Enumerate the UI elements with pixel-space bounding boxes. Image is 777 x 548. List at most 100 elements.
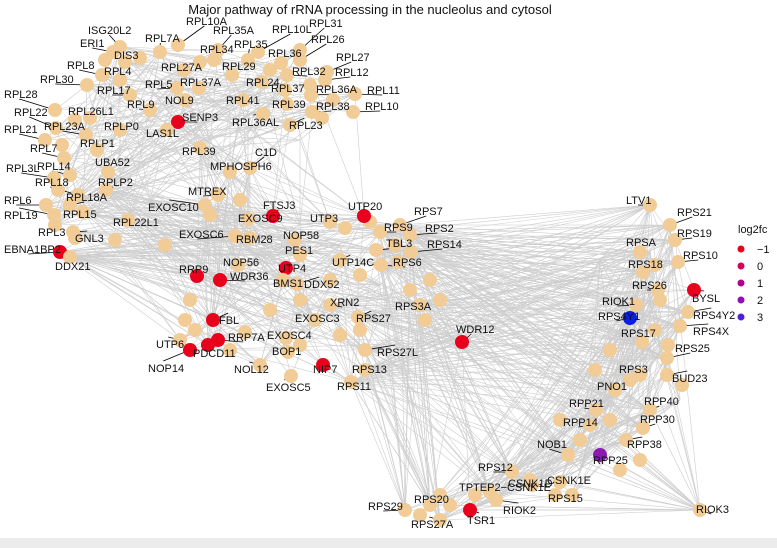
- edge: [55, 127, 365, 217]
- node-label: TSR1: [467, 515, 495, 527]
- node: [661, 338, 675, 352]
- node-gnl3: [66, 225, 80, 239]
- node-label: UTP6: [156, 339, 184, 351]
- edge: [419, 251, 641, 306]
- edge: [410, 251, 513, 473]
- node-rplp2: [99, 183, 113, 197]
- node-utp14c: [333, 253, 347, 267]
- edge: [357, 316, 701, 511]
- node-rpp14: [583, 418, 597, 432]
- node-rpl7a: [153, 45, 167, 59]
- node-rps6: [374, 258, 388, 272]
- node-label: RPS14: [427, 239, 462, 251]
- node-label: EXOSC5: [266, 382, 311, 394]
- node-label: RPP14: [563, 417, 598, 429]
- edge: [199, 147, 239, 266]
- node-label: RPS3A: [395, 301, 432, 313]
- node-label: BYSL: [692, 293, 720, 305]
- legend-label: 0: [757, 261, 763, 273]
- edge: [207, 329, 311, 346]
- edge: [107, 171, 236, 237]
- node-label: RPS29: [368, 501, 403, 513]
- edge: [357, 261, 679, 318]
- node-rpl15: [76, 205, 90, 219]
- edge: [511, 259, 601, 473]
- node-label: RPL37: [271, 83, 305, 95]
- edge: [357, 316, 651, 411]
- node: [193, 55, 207, 69]
- edge: [357, 251, 641, 318]
- edge: [196, 147, 201, 277]
- edge: [63, 157, 221, 166]
- edge: [59, 221, 331, 253]
- edge: [69, 256, 366, 351]
- edge: [489, 439, 627, 493]
- node-label: RPL7: [30, 143, 58, 155]
- node-label: RPL10A: [186, 16, 228, 28]
- node-rps21: [663, 218, 677, 232]
- node-dis3: [118, 55, 132, 69]
- edge: [69, 111, 313, 176]
- node-label: RPS25: [675, 343, 710, 355]
- edge: [59, 251, 209, 346]
- node-label: NOP56: [223, 257, 259, 269]
- node-csnk1e: [553, 475, 567, 489]
- edge: [375, 249, 513, 473]
- edge: [285, 244, 341, 339]
- node-rpl28: [48, 103, 62, 117]
- edge: [439, 509, 701, 521]
- edge: [105, 171, 231, 191]
- edge: [69, 129, 168, 176]
- edge: [59, 251, 181, 341]
- edge: [589, 409, 651, 426]
- edge: [357, 289, 659, 318]
- edge: [299, 215, 365, 256]
- edge: [429, 427, 644, 506]
- edge: [219, 267, 287, 281]
- edge: [380, 239, 676, 266]
- node: [323, 273, 337, 287]
- node-label: FTSJ3: [263, 200, 295, 212]
- node-nop14: [183, 343, 197, 357]
- node-rpl8: [95, 68, 109, 82]
- node-label: RPL18: [35, 177, 69, 189]
- node-label: RPP38: [627, 439, 662, 451]
- node-label: PES1: [285, 245, 313, 257]
- node-nol9: [178, 93, 192, 107]
- node: [553, 413, 567, 427]
- edge: [96, 87, 178, 151]
- edge: [329, 304, 681, 327]
- edge: [379, 224, 671, 233]
- node-rpl7: [57, 151, 71, 165]
- node-label: EBNA1BP2: [4, 244, 61, 256]
- edge: [55, 127, 301, 141]
- edge: [364, 369, 513, 473]
- node: [263, 63, 277, 77]
- edge: [149, 129, 251, 201]
- edge: [105, 189, 239, 266]
- legend-swatch: [737, 296, 745, 304]
- edge: [249, 129, 365, 217]
- node-wdr36: [213, 273, 227, 287]
- node: [468, 488, 482, 502]
- edge: [107, 171, 316, 321]
- node-bysl: [687, 283, 701, 297]
- edge: [410, 251, 441, 521]
- edge: [399, 224, 491, 493]
- node-exosc6: [228, 229, 242, 243]
- node-label: RPL14: [37, 161, 71, 173]
- edge: [379, 204, 651, 233]
- node: [223, 343, 237, 357]
- edge: [380, 264, 491, 493]
- node-rpl30: [80, 78, 94, 92]
- edge: [419, 271, 644, 306]
- edge: [229, 284, 241, 321]
- node-rps10: [671, 255, 685, 269]
- node-pno1: [608, 383, 622, 397]
- node-label: WDR12: [456, 324, 495, 336]
- edge: [329, 304, 689, 313]
- edge: [149, 199, 324, 366]
- edge: [364, 224, 671, 371]
- edge: [249, 231, 381, 239]
